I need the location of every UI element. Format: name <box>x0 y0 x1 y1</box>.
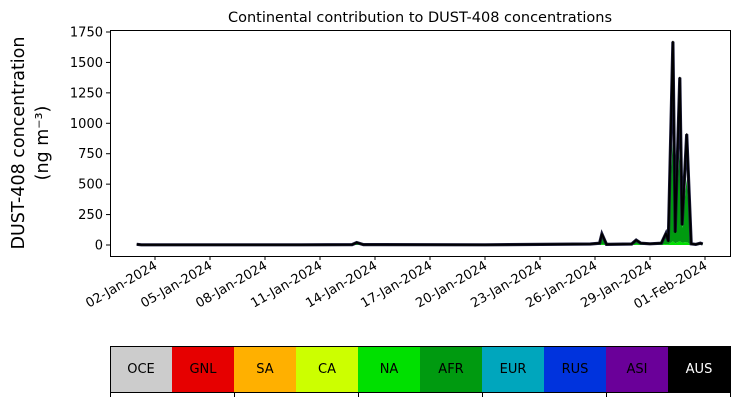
y-tick-label: 250 <box>78 208 103 223</box>
chart-title: Continental contribution to DUST-408 con… <box>228 10 612 26</box>
colorbar-label: ASI <box>627 362 648 377</box>
colorbar-label: SA <box>256 362 273 377</box>
colorbar-cell-rus <box>544 346 606 392</box>
y-axis-label-line2: (ng m⁻³) <box>33 106 53 181</box>
x-axis: 02-Jan-202405-Jan-202408-Jan-202411-Jan-… <box>83 256 710 312</box>
colorbar-label: AUS <box>686 362 713 377</box>
plot-frame <box>110 30 731 257</box>
colorbar-label: RUS <box>562 362 589 377</box>
colorbar-cell-eur <box>482 346 544 392</box>
colorbar-label: GNL <box>189 362 217 377</box>
total-line-halo <box>136 41 704 247</box>
y-tick-label: 1500 <box>70 56 103 71</box>
colorbar-cell-gnl <box>172 346 234 392</box>
y-tick-label: 1000 <box>70 117 103 132</box>
colorbar-label: NA <box>380 362 399 377</box>
y-tick-label: 750 <box>78 147 103 162</box>
colorbar-cell-aus <box>668 346 730 392</box>
colorbar-label: AFR <box>438 362 463 377</box>
colorbar: OCE GNL SA CA NA AFR EUR RUS ASI AUS <box>110 346 731 397</box>
colorbar-cell-afr <box>420 346 482 392</box>
y-tick-label: 500 <box>78 178 103 193</box>
colorbar-cell-sa <box>234 346 296 392</box>
colorbar-label: EUR <box>500 362 527 377</box>
y-axis: 0 250 500 750 1000 1250 1500 1750 <box>70 26 110 254</box>
colorbar-label: OCE <box>127 362 155 377</box>
colorbar-frame <box>110 346 731 393</box>
total-line <box>136 40 703 246</box>
y-tick-label: 0 <box>95 239 103 254</box>
colorbar-cell-na <box>358 346 420 392</box>
stacked-areas <box>136 40 704 247</box>
colorbar-cell-oce <box>110 346 172 392</box>
y-axis-label-line1: DUST-408 concentration <box>9 37 29 250</box>
colorbar-cell-asi <box>606 346 668 392</box>
y-tick-label: 1250 <box>70 86 103 101</box>
y-tick-label: 1750 <box>70 26 103 41</box>
area-afr <box>136 134 703 245</box>
colorbar-cell-ca <box>296 346 358 392</box>
colorbar-label: CA <box>318 362 336 377</box>
